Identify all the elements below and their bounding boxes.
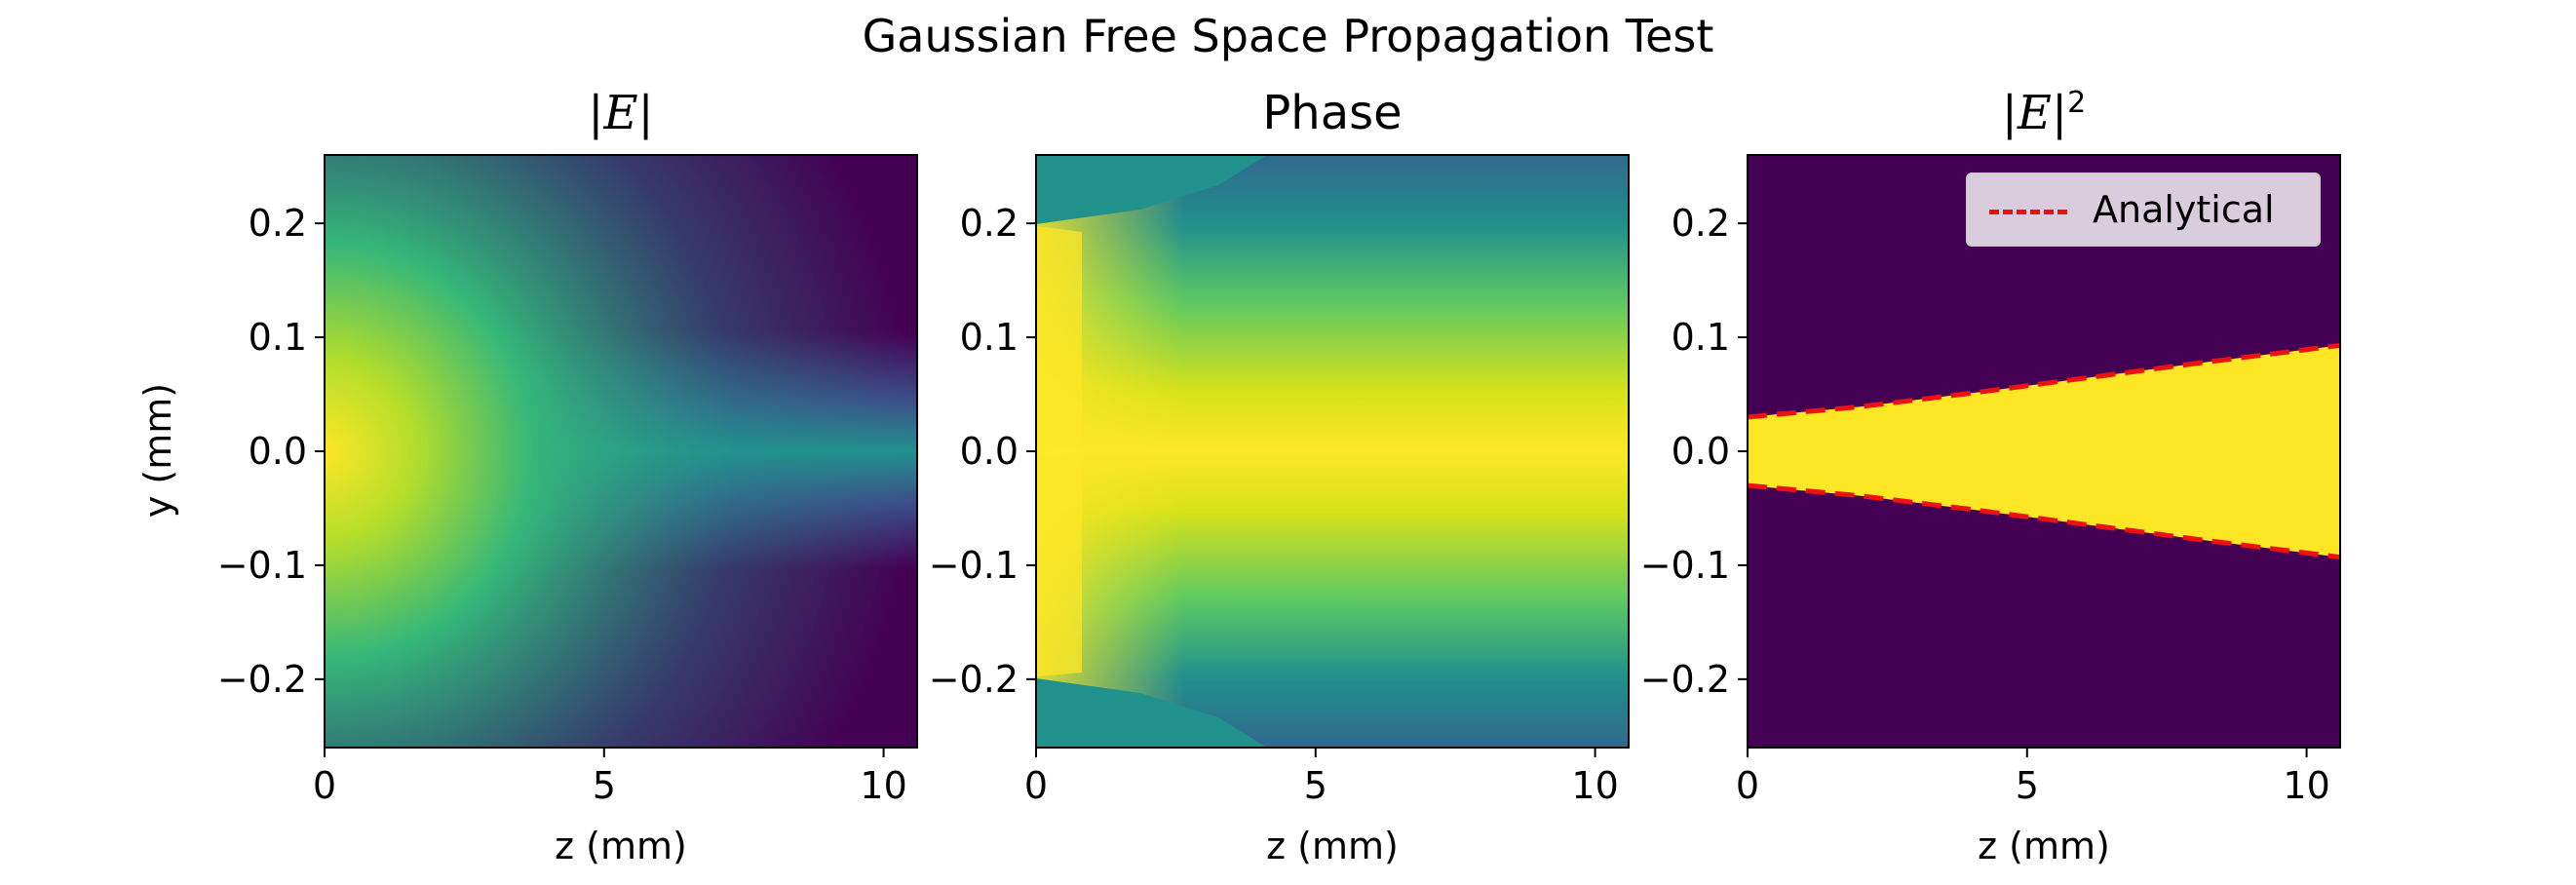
beam-region	[1748, 345, 2340, 558]
x-tick-label: 0	[1024, 764, 1048, 807]
phase-wrap-top	[1036, 155, 1267, 224]
figure-title: Gaussian Free Space Propagation Test	[862, 10, 1714, 62]
legend: Analytical	[1966, 173, 2321, 247]
y-tick-label: 0.1	[1672, 316, 1730, 359]
y-tick-label: 0.0	[1672, 430, 1730, 473]
x-tick-label: 0	[1736, 764, 1759, 807]
panel3-title: |E|2	[2001, 86, 2087, 140]
y-tick-label: −0.1	[1640, 544, 1730, 587]
x-tick-label: 5	[1304, 764, 1327, 807]
y-tick-label: −0.2	[929, 658, 1019, 701]
x-tick-label: 10	[2283, 764, 2329, 807]
axis-ticks: 0 5 10 −0.2 −0.1 0.0 0.1 0.2 0 5 10 −0.2 −0.1 0.0 0.1 0…	[217, 202, 2330, 807]
panel1-title: |E|	[588, 86, 654, 140]
panel2-title: Phase	[1262, 86, 1403, 140]
panel3-heatmap	[1748, 155, 2340, 748]
y-tick-label: 0.0	[960, 430, 1019, 473]
x-tick-label: 10	[860, 764, 906, 807]
y-tick-label: −0.2	[1640, 658, 1730, 701]
y-axis-label: y (mm)	[136, 382, 179, 519]
y-tick-label: 0.2	[1672, 202, 1730, 245]
y-tick-label: 0.2	[960, 202, 1019, 245]
y-tick-label: 0.2	[249, 202, 307, 245]
panel1-x-label: z (mm)	[555, 825, 687, 867]
y-tick-label: 0.1	[249, 316, 307, 359]
panel1-heatmap	[325, 155, 917, 748]
panel2-x-label: z (mm)	[1266, 825, 1399, 867]
x-tick-label: 10	[1571, 764, 1618, 807]
panel3-x-label: z (mm)	[1978, 825, 2110, 867]
legend-dashed-line	[1989, 210, 2067, 214]
legend-label: Analytical	[2093, 188, 2275, 231]
y-tick-label: 0.1	[960, 316, 1019, 359]
panel2-heatmap	[1036, 155, 1629, 748]
phase-wrap-bottom	[1036, 678, 1267, 748]
y-tick-label: 0.0	[249, 430, 307, 473]
analytical-lower-line	[1748, 482, 2340, 560]
y-tick-label: −0.2	[217, 658, 307, 701]
y-tick-label: −0.1	[217, 544, 307, 587]
x-tick-label: 0	[313, 764, 336, 807]
y-tick-label: −0.1	[929, 544, 1019, 587]
analytical-upper-line	[1748, 342, 2340, 420]
x-tick-label: 5	[2016, 764, 2039, 807]
x-tick-label: 5	[593, 764, 616, 807]
